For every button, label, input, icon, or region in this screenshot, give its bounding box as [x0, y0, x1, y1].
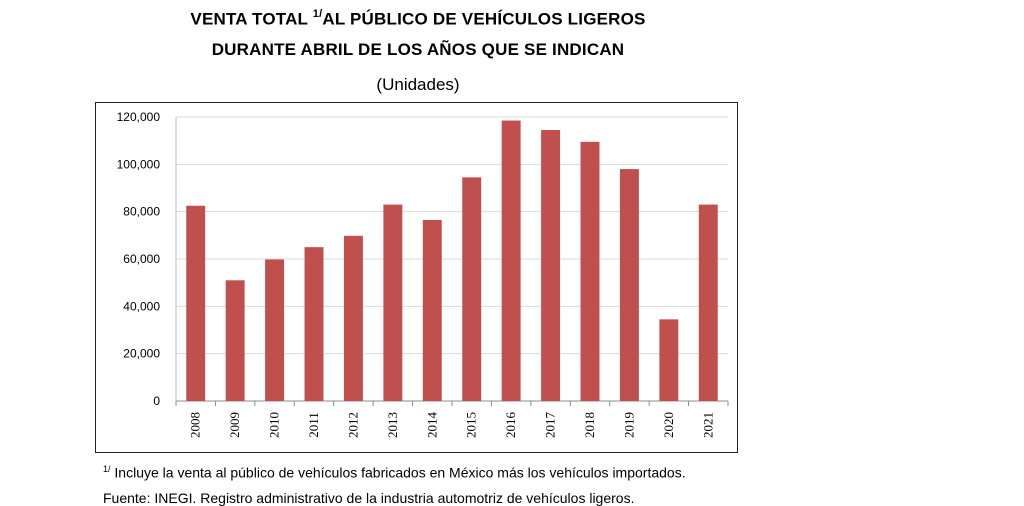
footnote-marker: 1/	[103, 464, 111, 474]
bar	[580, 141, 600, 401]
x-tick-label: 2008	[188, 412, 203, 438]
x-tick-label: 2017	[543, 412, 558, 439]
x-tick-label: 2020	[661, 412, 676, 438]
y-tick-label: 100,000	[117, 157, 161, 171]
bar	[422, 219, 442, 401]
y-tick-label: 120,000	[117, 110, 161, 124]
title-footnote-marker: 1/	[312, 8, 323, 20]
bar	[659, 319, 679, 401]
x-tick-label: 2016	[503, 412, 518, 439]
x-tick-label: 2009	[227, 412, 242, 438]
chart-title-line1: VENTA TOTAL 1/AL PÚBLICO DE VEHÍCULOS LI…	[0, 8, 836, 30]
x-tick-label: 2012	[345, 412, 360, 438]
bar	[343, 235, 363, 401]
y-tick-label: 20,000	[123, 347, 160, 361]
bar	[304, 247, 324, 401]
bar	[186, 205, 206, 401]
x-tick-label: 2010	[267, 412, 282, 438]
bar	[462, 177, 482, 401]
chart-unit-label: (Unidades)	[376, 75, 460, 94]
bar	[265, 259, 285, 401]
bar-chart: 0 20,000 40,000 60,000 80,000 100,000 120,000 2…	[117, 110, 729, 439]
x-tick-label: 2014	[424, 412, 439, 439]
bar	[501, 120, 521, 402]
y-tick-label: 40,000	[123, 299, 160, 313]
bar	[698, 204, 718, 401]
chart-title-line2: DURANTE ABRIL DE LOS AÑOS QUE SE INDICAN	[211, 40, 625, 59]
bar	[225, 280, 245, 401]
y-tick-label: 0	[153, 394, 160, 408]
y-tick-label: 80,000	[123, 205, 160, 219]
y-tick-label: 60,000	[123, 252, 160, 266]
bar	[541, 130, 561, 401]
x-tick-label: 2011	[306, 412, 321, 438]
bar	[619, 169, 639, 401]
bar	[383, 204, 403, 401]
x-tick-label: 2018	[582, 412, 597, 438]
title-post: AL PÚBLICO DE VEHÍCULOS LIGEROS	[322, 9, 646, 29]
chart-frame: 0 20,000 40,000 60,000 80,000 100,000 120,000 2…	[95, 102, 738, 453]
x-tick-label: 2021	[700, 412, 715, 438]
title-pre: VENTA TOTAL	[190, 9, 313, 29]
x-tick-label: 2013	[385, 412, 400, 438]
source-note: Fuente: INEGI. Registro administrativo d…	[103, 490, 635, 506]
x-tick-label: 2019	[621, 412, 636, 438]
footnote: 1/ Incluye la venta al público de vehícu…	[103, 464, 686, 481]
x-tick-label: 2015	[464, 412, 479, 438]
footnote-text: Incluye la venta al público de vehículos…	[110, 464, 686, 481]
